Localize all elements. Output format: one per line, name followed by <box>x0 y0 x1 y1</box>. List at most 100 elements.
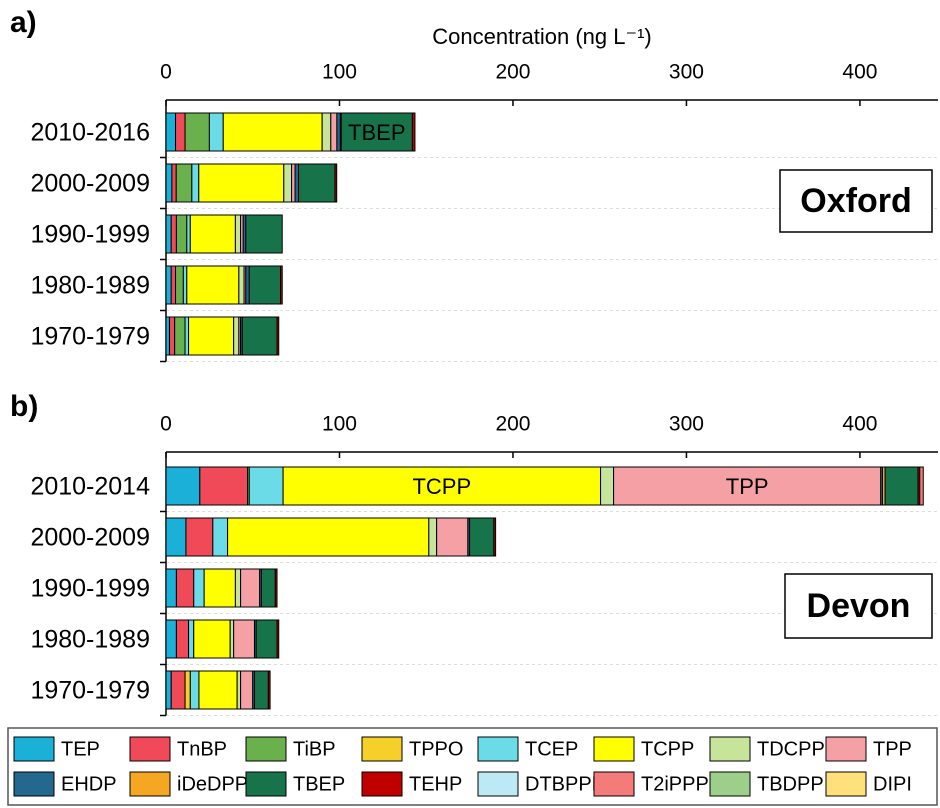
x-tick-label: 200 <box>495 61 530 84</box>
legend-swatch <box>129 771 171 797</box>
x-tick-label: 400 <box>842 61 877 84</box>
category-label: 1980-1989 <box>30 272 150 300</box>
location-box <box>779 169 933 233</box>
bar-segment <box>267 670 271 710</box>
category-label: 2000-2009 <box>30 170 150 198</box>
legend-label: TBEP <box>293 773 345 795</box>
legend-swatch <box>593 736 635 762</box>
legend-swatch <box>825 771 867 797</box>
bar-segment <box>184 316 190 356</box>
x-axis-label: Concentration (ng L⁻¹) <box>432 24 652 49</box>
x-tick-label: 300 <box>669 413 704 436</box>
bar-segment <box>238 265 245 305</box>
legend-swatch <box>245 771 287 797</box>
bar-segment <box>175 112 186 152</box>
legend-swatch <box>477 771 519 797</box>
legend-label: EHDP <box>61 773 117 795</box>
location-label: Devon <box>807 587 911 625</box>
bar-segment <box>493 517 497 557</box>
location-label: Oxford <box>800 182 911 220</box>
bar-annotation: TPP <box>726 474 769 499</box>
bar-segment <box>330 112 338 152</box>
legend-swatch <box>129 736 171 762</box>
bar-segment <box>276 619 280 659</box>
bar-segment <box>184 670 191 710</box>
bar-segment <box>175 619 190 659</box>
bar-segment <box>189 670 200 710</box>
bar-segment <box>165 112 177 152</box>
bar-segment <box>165 670 172 710</box>
bar-segment <box>229 619 235 659</box>
bar-segment <box>282 466 602 506</box>
bar-segment <box>245 265 250 305</box>
legend-label: TBDPP <box>757 773 824 795</box>
bar-segment <box>170 214 177 254</box>
x-tick-label: 400 <box>842 413 877 436</box>
bar-segment <box>336 112 341 152</box>
legend-label: TPPO <box>409 738 463 760</box>
legend-swatch <box>13 771 55 797</box>
bar-annotation: TBEP <box>348 120 405 145</box>
bar-segment <box>165 517 187 557</box>
bar-segment <box>291 163 296 203</box>
x-tick-label: 0 <box>160 413 172 436</box>
bar-segment <box>245 214 283 254</box>
bar-segment <box>208 112 224 152</box>
legend-label: DIPI <box>873 773 912 795</box>
legend-label: DTBPPP <box>525 773 605 795</box>
bar-segment <box>170 670 186 710</box>
bar-segment <box>234 214 242 254</box>
bar-segment <box>165 466 201 506</box>
bar-segment <box>165 316 170 356</box>
bar-segment <box>186 265 240 305</box>
location-box <box>784 573 933 639</box>
legend-swatch <box>361 736 403 762</box>
x-tick-label: 100 <box>322 413 357 436</box>
bar-segment <box>248 466 284 506</box>
bar-segment <box>175 163 193 203</box>
bar-segment <box>170 265 177 305</box>
legend-swatch <box>593 771 635 797</box>
bar-segment <box>600 466 615 506</box>
bar-segment <box>189 214 236 254</box>
legend-label: T2iPPP <box>641 773 709 795</box>
bar-segment <box>182 265 188 305</box>
bar-segment <box>919 466 924 506</box>
bar-segment <box>276 316 280 356</box>
bar-segment <box>241 316 278 356</box>
category-label: 2010-2016 <box>30 119 150 147</box>
legend-label: TiBP <box>293 738 336 760</box>
bar-segment <box>274 568 278 608</box>
category-label: 1970-1979 <box>30 677 150 705</box>
panel-label: b) <box>10 390 38 423</box>
x-tick-label: 300 <box>669 61 704 84</box>
bar-segment <box>340 112 413 152</box>
category-label: 1990-1999 <box>30 575 150 603</box>
legend-label: TDCPP <box>757 738 825 760</box>
bar-segment <box>171 163 177 203</box>
legend-swatch <box>709 736 751 762</box>
bar-segment <box>411 112 416 152</box>
bar-segment <box>428 517 438 557</box>
bar-segment <box>222 112 323 152</box>
bar-segment <box>199 466 249 506</box>
bar-segment <box>236 670 242 710</box>
category-label: 1970-1979 <box>30 323 150 351</box>
bar-segment <box>613 466 882 506</box>
bar-segment <box>436 517 469 557</box>
bar-segment <box>884 466 919 506</box>
legend-label: TPP <box>873 738 912 760</box>
bar-segment <box>227 517 430 557</box>
bar-segment <box>184 112 210 152</box>
legend-label: TCPP <box>641 738 694 760</box>
bar-segment <box>203 568 236 608</box>
legend-swatch <box>13 736 55 762</box>
category-label: 1990-1999 <box>30 221 150 249</box>
bar-segment <box>212 517 229 557</box>
bar-segment <box>175 568 195 608</box>
bar-segment <box>193 568 205 608</box>
category-label: 2010-2014 <box>30 473 150 501</box>
bar-segment <box>165 214 172 254</box>
bar-segment <box>198 163 285 203</box>
